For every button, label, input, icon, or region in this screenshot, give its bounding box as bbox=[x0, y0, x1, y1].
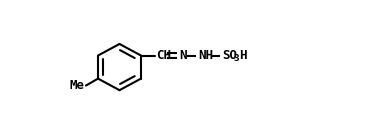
Text: CH: CH bbox=[156, 49, 171, 62]
Text: 3: 3 bbox=[233, 54, 239, 63]
Text: NH: NH bbox=[198, 49, 213, 62]
Text: Me: Me bbox=[69, 79, 84, 92]
Text: SO: SO bbox=[222, 49, 237, 62]
Text: H: H bbox=[239, 49, 246, 62]
Text: N: N bbox=[180, 49, 187, 62]
